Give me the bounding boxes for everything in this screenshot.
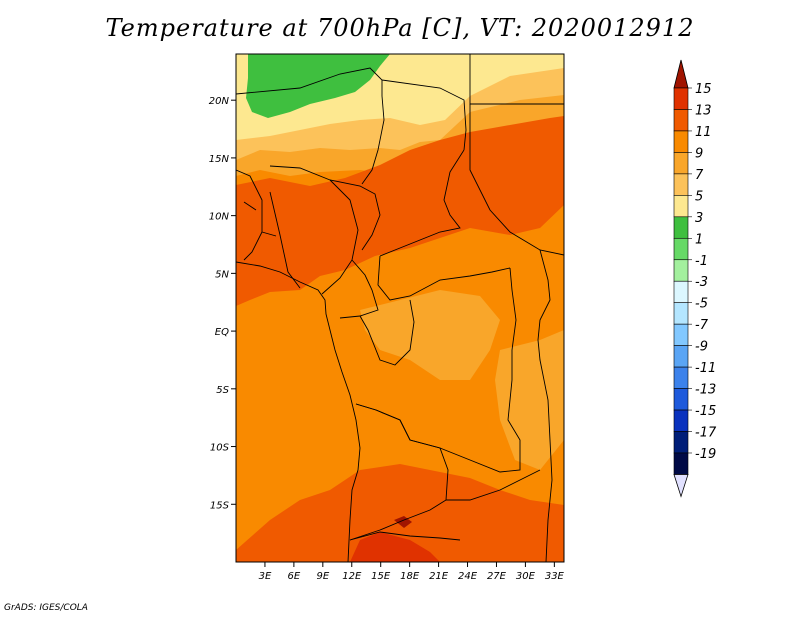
colorbar-segment — [673, 452, 689, 475]
colorbar-label: 11 — [695, 125, 712, 140]
border-angola — [349, 403, 449, 541]
lat-tick-label: 10S — [210, 443, 230, 454]
lon-tick-label: 33E — [545, 571, 565, 582]
field-band-7-central — [360, 290, 500, 380]
lat-tick-label: 5N — [215, 269, 229, 280]
border-sudan — [469, 104, 564, 256]
border-libya — [381, 79, 467, 151]
lon-tick-label: 30E — [516, 571, 536, 582]
colorbar-label: -1 — [695, 254, 708, 269]
lat-tick-label: 15N — [209, 154, 230, 165]
grads-credit: GrADS: IGES/COLA — [4, 603, 88, 613]
colorbar-segment — [673, 130, 689, 153]
colorbar-segment — [673, 87, 689, 110]
colorbar-label: -15 — [695, 404, 716, 419]
border-zambia — [446, 469, 541, 501]
lon-tick-label: 15E — [371, 571, 391, 582]
colorbar-label: -3 — [695, 275, 708, 290]
border-cameroon — [339, 259, 379, 319]
field-band-11-north — [236, 116, 564, 306]
border-east — [537, 249, 553, 562]
colorbar-label: -5 — [695, 297, 708, 312]
field-band-1 — [246, 54, 390, 118]
colorbar-label: 1 — [695, 232, 703, 247]
lon-tick-label: 6E — [288, 571, 301, 582]
colorbar-segment — [673, 323, 689, 346]
colorbar: 15 13 11 9 7 5 3 1 -1 -3 -5 -7 -9 -11 -13 -15 -17 -19 — [673, 59, 717, 498]
colorbar-top-arrow — [673, 59, 689, 89]
border-car — [377, 255, 511, 301]
border-niger — [269, 165, 381, 251]
colorbar-segment — [673, 216, 689, 239]
country-borders — [236, 54, 564, 562]
colorbar-segment — [673, 195, 689, 218]
lon-tick-label: 9E — [316, 571, 329, 582]
latitude-axis: 20N 15N 10N 5N EQ 5S 10S 15S — [209, 96, 236, 511]
field-band-11-south — [236, 464, 564, 562]
border-chad — [379, 149, 465, 257]
lon-tick-label: 27E — [487, 571, 507, 582]
lon-tick-label: 21E — [429, 571, 449, 582]
colorbar-label: -13 — [695, 383, 716, 398]
temperature-field — [236, 54, 564, 562]
longitude-axis: 3E 6E 9E 12E 15E 18E 21E 24E 27E 30E 33E — [259, 562, 565, 582]
colorbar-segment — [673, 345, 689, 368]
lat-tick-label: 10N — [209, 212, 230, 223]
colorbar-segment — [673, 109, 689, 132]
colorbar-segment — [673, 237, 689, 261]
colorbar-label: -7 — [695, 318, 709, 333]
map-title: Temperature at 700hPa [C], VT: 202001291… — [105, 14, 695, 42]
border-north — [236, 67, 385, 185]
border-west — [236, 169, 277, 261]
border-nigeria — [269, 179, 359, 295]
colorbar-label: 5 — [695, 189, 703, 204]
colorbar-segment — [673, 152, 689, 175]
colorbar-segment — [673, 173, 689, 196]
colorbar-segment — [673, 280, 689, 304]
map-frame — [235, 53, 565, 563]
colorbar-segment — [673, 409, 689, 432]
border-namibia — [349, 531, 461, 541]
lat-tick-label: EQ — [215, 327, 229, 338]
lon-tick-label: 12E — [342, 571, 362, 582]
colorbar-label: -11 — [695, 361, 716, 376]
colorbar-label: -17 — [695, 426, 717, 441]
colorbar-label: 15 — [695, 82, 712, 97]
field-band-13-south — [350, 532, 440, 562]
colorbar-label: 3 — [695, 211, 703, 226]
lon-tick-label: 3E — [259, 571, 272, 582]
colorbar-segment — [673, 259, 689, 282]
lat-tick-label: 5S — [216, 385, 229, 396]
colorbar-label: 7 — [695, 168, 704, 183]
colorbar-segment — [673, 431, 689, 454]
lat-tick-label: 15S — [210, 500, 230, 511]
lon-tick-label: 24E — [458, 571, 478, 582]
colorbar-segment — [673, 388, 689, 411]
colorbar-label: -19 — [695, 447, 716, 462]
lon-tick-label: 18E — [400, 571, 420, 582]
colorbar-segment — [673, 302, 689, 325]
colorbar-label: -9 — [695, 340, 708, 355]
border-congo — [359, 299, 415, 366]
lat-tick-label: 20N — [209, 96, 230, 107]
colorbar-segment — [673, 366, 689, 389]
colorbar-label: 13 — [695, 103, 712, 118]
colorbar-label: 9 — [695, 146, 703, 161]
colorbar-bottom-arrow — [673, 474, 689, 498]
